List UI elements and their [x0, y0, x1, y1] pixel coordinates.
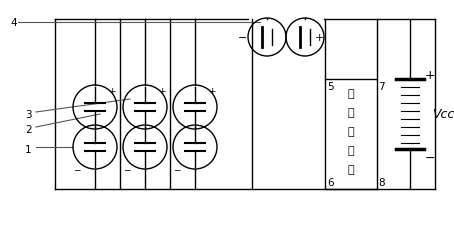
Text: 6: 6 — [327, 177, 334, 187]
Text: −: − — [123, 165, 131, 174]
Text: −: − — [173, 165, 181, 174]
Text: 5: 5 — [327, 82, 334, 92]
Text: +: + — [158, 87, 166, 96]
Text: +: + — [315, 33, 324, 43]
Text: +: + — [424, 69, 435, 82]
Text: 4: 4 — [10, 18, 17, 28]
Text: +: + — [208, 87, 216, 96]
Bar — [325, 80, 377, 189]
Text: 伏: 伏 — [348, 108, 354, 117]
Text: −: − — [74, 165, 81, 174]
Text: 2: 2 — [25, 124, 32, 134]
Text: −: − — [425, 151, 435, 164]
Text: 1: 1 — [25, 144, 32, 154]
Text: +: + — [108, 87, 115, 96]
Text: 8: 8 — [378, 177, 385, 187]
Text: 制: 制 — [348, 145, 354, 155]
Text: Vcc: Vcc — [432, 108, 454, 121]
Text: 器: 器 — [348, 164, 354, 174]
Text: −: − — [237, 33, 247, 43]
Text: 3: 3 — [25, 109, 32, 120]
Text: 光: 光 — [348, 89, 354, 98]
Text: 7: 7 — [378, 82, 385, 92]
Text: 控: 控 — [348, 126, 354, 136]
